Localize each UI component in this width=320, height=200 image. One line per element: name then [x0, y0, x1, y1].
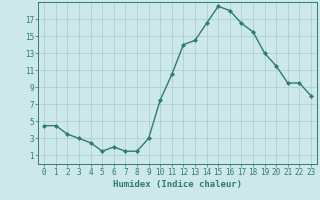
X-axis label: Humidex (Indice chaleur): Humidex (Indice chaleur)	[113, 180, 242, 189]
